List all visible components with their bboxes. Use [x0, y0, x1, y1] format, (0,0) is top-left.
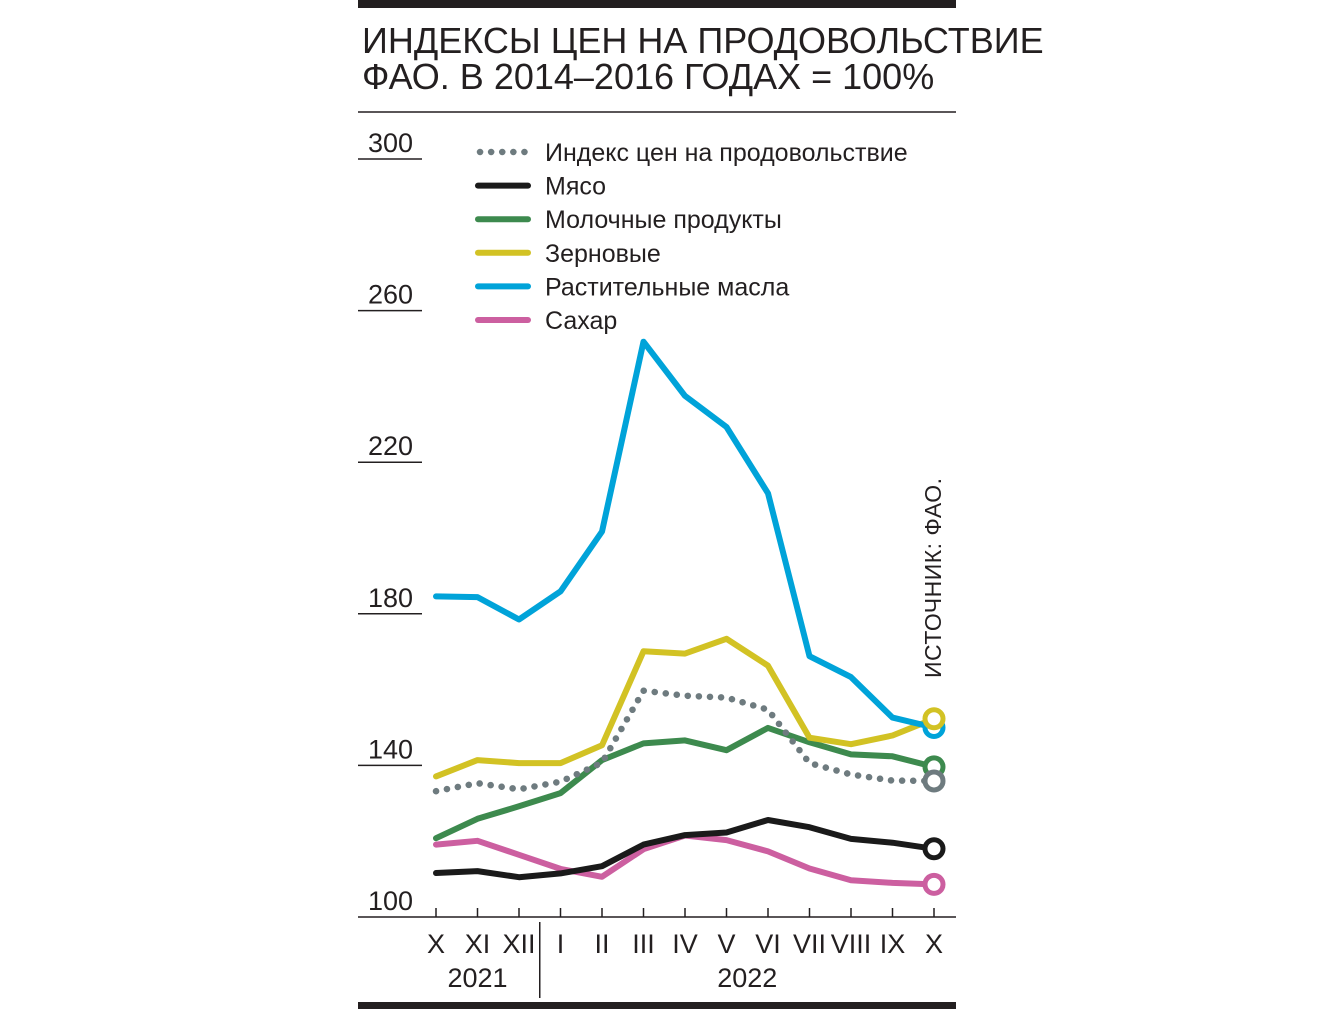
x-tick-label: IX — [880, 929, 906, 959]
y-tick-label: 180 — [368, 583, 413, 613]
y-tick-label: 300 — [368, 128, 413, 158]
legend-label-food: Индекс цен на продовольствие — [545, 139, 908, 167]
legend-label-sugar: Сахар — [545, 307, 617, 335]
end-marker-cereals — [922, 707, 946, 731]
legend-label-oils: Растительные масла — [545, 273, 789, 301]
chart-frame — [358, 0, 956, 1009]
legend-label-meat: Мясо — [545, 173, 606, 201]
x-tick-label: VII — [793, 929, 826, 959]
y-axis: 100 140 180 220 260 300 — [358, 128, 422, 916]
source-label: ИСТОЧНИК: ФАО. — [920, 477, 946, 678]
x-tick-label: XI — [465, 929, 491, 959]
legend-label-dairy: Молочные продукты — [545, 206, 782, 234]
x-tick-label: II — [594, 929, 609, 959]
series-line-oils — [433, 338, 937, 731]
source-note: ИСТОЧНИК: ФАО. — [920, 477, 946, 678]
x-tick-label: X — [427, 929, 445, 959]
x-tick-label: V — [717, 929, 735, 959]
series-line-meat — [433, 817, 937, 881]
y-tick-label: 140 — [368, 734, 413, 764]
year-label: 2022 — [717, 963, 777, 993]
y-tick-label: 220 — [368, 431, 413, 461]
x-tick-label: IV — [672, 929, 698, 959]
bottom-rule — [358, 1002, 956, 1009]
series-line-cereals — [433, 635, 937, 780]
x-tick-label: VI — [755, 929, 781, 959]
x-tick-label: VIII — [831, 929, 872, 959]
y-tick-label: 260 — [368, 280, 413, 310]
legend: Индекс цен на продовольствие Мясо Молочные… — [475, 139, 908, 335]
x-tick-label: I — [557, 929, 565, 959]
series-line-food — [432, 687, 938, 795]
end-marker-food — [922, 769, 946, 793]
title-line: ФАО. В 2014–2016 ГОДАХ = 100% — [362, 56, 934, 97]
x-tick-label: X — [925, 929, 943, 959]
legend-label-cereals: Зерновые — [545, 240, 661, 268]
x-tick-label: III — [632, 929, 655, 959]
y-tick-label: 100 — [368, 886, 413, 916]
top-rule — [358, 0, 956, 8]
year-label: 2021 — [447, 963, 507, 993]
end-marker-meat — [922, 837, 946, 861]
series-layer — [432, 338, 946, 896]
end-marker-sugar — [922, 872, 946, 896]
series-line-dairy — [433, 724, 937, 842]
title-line: ИНДЕКСЫ ЦЕН НА ПРОДОВОЛЬСТВИЕ — [362, 20, 1044, 61]
x-tick-label: XII — [502, 929, 535, 959]
